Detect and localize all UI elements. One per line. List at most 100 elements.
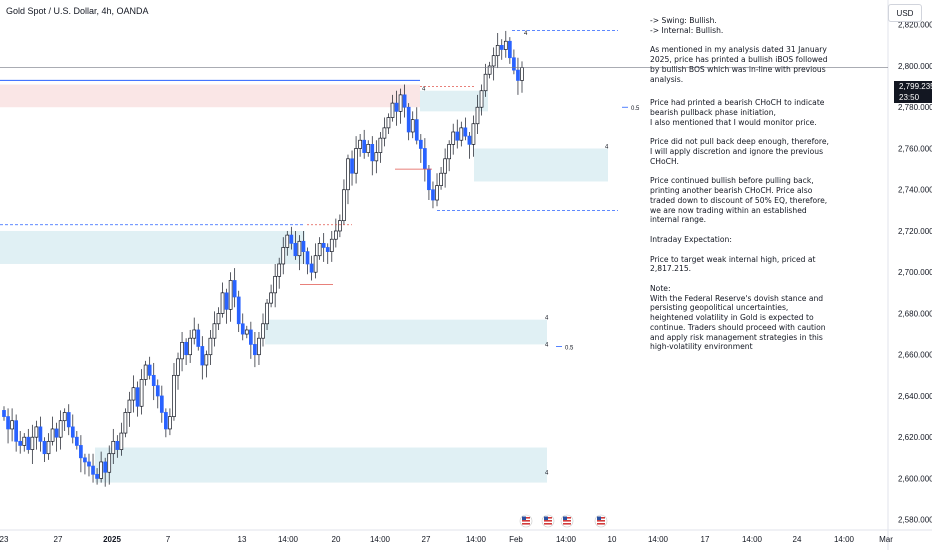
candle-body-37: [151, 374, 156, 386]
candle-body-93: [378, 137, 383, 153]
candle-body-64: [261, 323, 265, 339]
candle-body-69: [281, 247, 286, 265]
candle-body-50: [204, 354, 209, 366]
candle-body-76: [309, 263, 314, 273]
note-paragraph-6: Price to target weak internal high, pric…: [650, 254, 816, 274]
candle-body-116: [471, 123, 476, 145]
candle-body-123: [499, 45, 504, 50]
candle-body-24: [99, 461, 103, 479]
candle-body-6: [26, 436, 31, 450]
candle-body-4: [18, 440, 23, 446]
candle-body-85: [346, 158, 350, 191]
candle-body-90: [366, 144, 371, 153]
candle-body-15: [62, 412, 67, 422]
candle-body-88: [358, 139, 362, 149]
flag-stripe-c-0: [522, 523, 530, 525]
zone-label-5: 4: [422, 87, 426, 93]
time-tick-14: 17: [701, 535, 710, 544]
currency-button[interactable]: USD: [888, 4, 922, 22]
candle-body-41: [168, 416, 172, 430]
price-tick-4: 2,660.000: [898, 351, 932, 360]
note-paragraph-7: Note: With the Federal Reserve's dovish …: [650, 284, 826, 352]
candle-body-70: [285, 234, 290, 248]
candle-body-68: [277, 263, 282, 277]
candle-body-126: [512, 57, 516, 71]
candle-body-48: [196, 329, 201, 347]
time-tick-17: 14:00: [834, 535, 855, 544]
time-tick-3: 7: [166, 535, 171, 544]
candle-body-62: [253, 344, 257, 356]
candle-body-80: [325, 247, 330, 252]
candle-body-78: [317, 242, 322, 257]
candle-body-56: [228, 280, 233, 310]
symbol-title[interactable]: Gold Spot / U.S. Dollar, 4h, OANDA: [6, 6, 149, 16]
candle-body-110: [447, 144, 452, 160]
analysis-notes: -> Swing: Bullish. -> Internal: Bullish.…: [650, 16, 830, 362]
candle-body-23: [95, 473, 99, 479]
candle-body-73: [297, 240, 302, 257]
note-swing: -> Swing: Bullish.: [650, 16, 717, 25]
candle-body-122: [495, 45, 500, 57]
us-event-icon[interactable]: [541, 514, 555, 528]
price-tick-6: 2,700.000: [898, 268, 932, 277]
candle-body-57: [232, 280, 237, 298]
candle-body-27: [111, 440, 116, 455]
candle-body-121: [491, 55, 496, 67]
flag-stripe-c-2: [563, 523, 571, 525]
candle-body-98: [398, 94, 403, 112]
zone-label-2: 4: [545, 342, 549, 348]
candle-body-3: [14, 420, 18, 442]
candle-body-111: [451, 131, 456, 145]
demand-zone-4: [474, 148, 608, 182]
candle-body-30: [123, 412, 128, 434]
time-tick-18: Mar: [879, 535, 893, 544]
time-tick-12: 10: [608, 535, 617, 544]
eq-label-1: 0.5: [631, 106, 640, 112]
candle-body-106: [431, 189, 435, 201]
candle-body-9: [38, 426, 43, 442]
candle-body-102: [414, 119, 419, 141]
price-tick-3: 2,640.000: [898, 392, 932, 401]
candle-body-25: [103, 461, 108, 473]
price-tick-8: 2,740.000: [898, 186, 932, 195]
candle-body-46: [188, 337, 193, 356]
candle-body-31: [127, 399, 132, 413]
candle-body-65: [265, 302, 269, 325]
candle-body-54: [220, 292, 225, 314]
candle-body-11: [46, 440, 51, 455]
time-tick-2: 2025: [103, 535, 121, 544]
candle-body-124: [503, 40, 508, 50]
demand-zone-1: [0, 230, 305, 264]
flag-stripe-b-3: [597, 520, 605, 522]
candle-body-55: [224, 292, 229, 310]
time-tick-7: 14:00: [370, 535, 391, 544]
candle-body-28: [115, 440, 120, 450]
price-tick-12: 2,820.000: [898, 21, 932, 30]
candle-body-83: [338, 220, 342, 232]
candle-body-67: [273, 275, 277, 294]
time-tick-9: 14:00: [466, 535, 487, 544]
candle-body-103: [418, 139, 423, 149]
candle-body-89: [362, 139, 367, 153]
candle-body-39: [159, 395, 164, 413]
time-tick-13: 14:00: [648, 535, 669, 544]
candle-body-33: [135, 387, 140, 407]
candle-body-81: [329, 238, 334, 252]
candle-body-97: [394, 102, 399, 112]
us-event-icon[interactable]: [594, 514, 608, 528]
flag-canton-0: [522, 516, 526, 520]
candle-body-119: [483, 73, 488, 92]
annotations-layer: 0.5 0.5: [0, 30, 888, 351]
candle-body-12: [50, 428, 55, 442]
us-event-icon[interactable]: [519, 514, 533, 528]
time-tick-1: 27: [54, 535, 63, 544]
candle-body-7: [30, 436, 35, 450]
candle-body-99: [402, 94, 407, 108]
us-event-icon[interactable]: [560, 514, 574, 528]
time-tick-8: 27: [422, 535, 431, 544]
candle-body-22: [91, 465, 95, 475]
price-tick-10: 2,780.000: [898, 103, 932, 112]
candle-body-2: [10, 420, 14, 430]
candle-body-8: [34, 426, 39, 438]
